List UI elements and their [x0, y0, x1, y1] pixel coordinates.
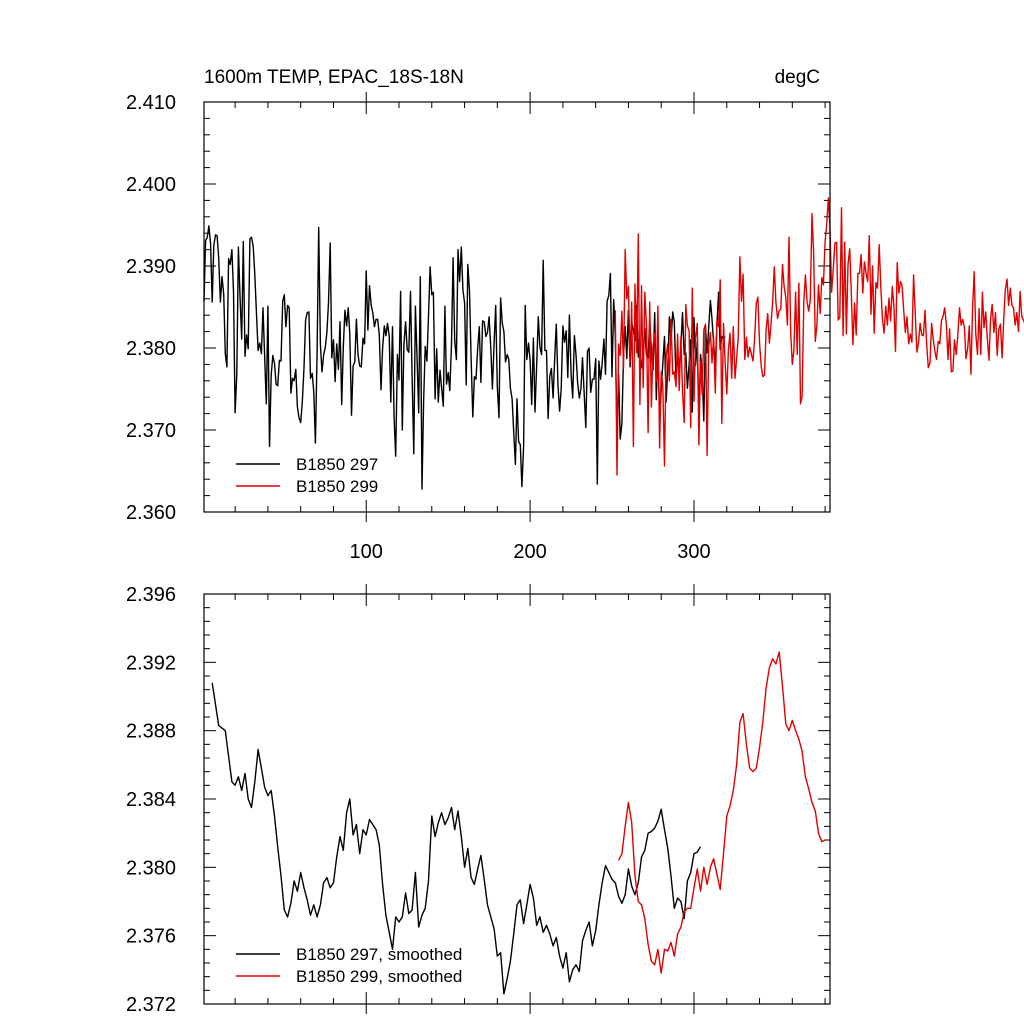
units-label: degC — [775, 67, 820, 88]
y-tick-label: 2.388 — [126, 721, 176, 743]
chart-title: 1600m TEMP, EPAC_18S-18N — [204, 67, 464, 88]
series-line-top-0 — [203, 225, 726, 490]
bottom-chart-panel: 2.372 2.376 2.380 2.384 2.388 2.392 2.396 B185… — [126, 584, 831, 1016]
legend-label: B1850 299, smoothed — [296, 967, 462, 986]
bottom-chart-lines — [211, 651, 826, 995]
series-line-bottom-0 — [211, 682, 702, 995]
y-tick-label: 2.392 — [126, 652, 176, 674]
top-chart-legend: B1850 297 B1850 299 — [236, 455, 378, 496]
y-tick-label: 2.360 — [126, 502, 176, 524]
bottom-chart-ticks: 2.372 2.376 2.380 2.384 2.388 2.392 2.396 — [126, 584, 830, 1016]
bottom-chart-frame — [203, 593, 831, 1005]
y-tick-label: 2.384 — [126, 789, 176, 811]
y-tick-label: 2.376 — [126, 926, 176, 948]
x-tick-label: 200 — [513, 541, 546, 563]
legend-label: B1850 299 — [296, 477, 378, 496]
series-line-bottom-1 — [617, 651, 826, 974]
y-tick-label: 2.370 — [126, 420, 176, 442]
y-tick-label: 2.372 — [126, 994, 176, 1016]
y-tick-label: 2.380 — [126, 857, 176, 879]
y-tick-label: 2.396 — [126, 584, 176, 606]
x-tick-label: 300 — [677, 541, 710, 563]
legend-label: B1850 297, smoothed — [296, 945, 462, 964]
y-tick-label: 2.390 — [126, 256, 176, 278]
top-chart-frame — [203, 101, 831, 513]
x-tick-label: 100 — [350, 541, 383, 563]
y-tick-label: 2.400 — [126, 174, 176, 196]
top-chart-ticks: 2.360 2.370 2.380 2.390 2.400 2.410 100 200 300 — [126, 92, 830, 563]
y-tick-label: 2.380 — [126, 338, 176, 360]
bottom-chart-legend: B1850 297, smoothed B1850 299, smoothed — [236, 945, 462, 986]
y-tick-label: 2.410 — [126, 92, 176, 114]
legend-label: B1850 297 — [296, 455, 378, 474]
